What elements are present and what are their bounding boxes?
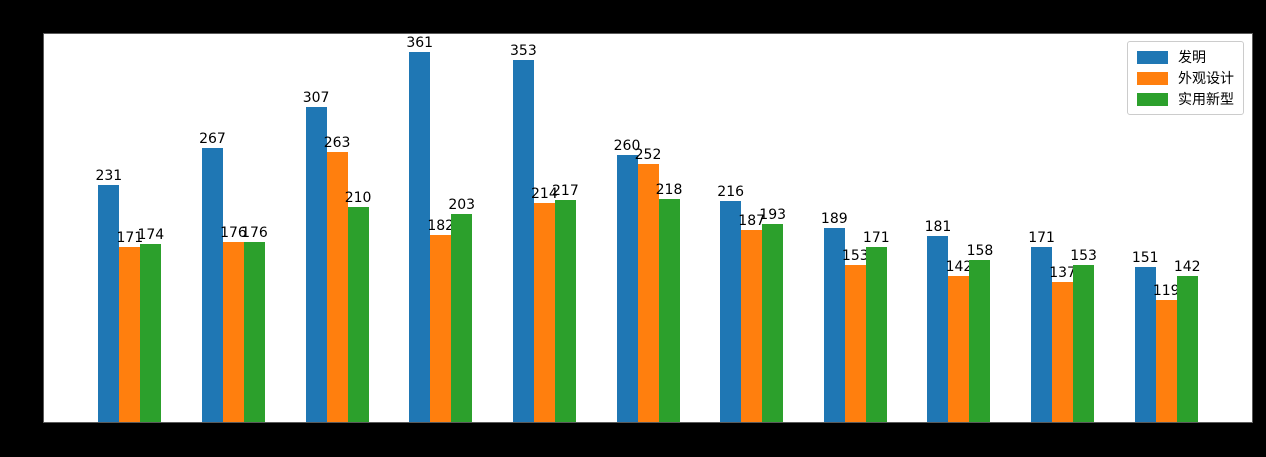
bar: 216 [717,184,744,422]
bar-value-label: 210 [344,189,372,206]
bar-value-label: 171 [1028,229,1055,246]
legend-label: 外观设计 [1178,71,1234,87]
bar: 182 [427,218,454,422]
bar-value-label: 137 [1049,264,1076,281]
legend-item: 外观设计 [1137,70,1234,87]
legend-label: 发明 [1178,50,1206,66]
bar: 142 [946,259,972,422]
bar-value-label: 193 [759,207,787,224]
bar-value-label: 189 [820,211,848,228]
bar: 267 [199,131,226,422]
bar-value-label: 176 [241,224,268,241]
bar-value-label: 353 [510,43,537,60]
bar-value-label: 176 [220,224,247,241]
bar: 171 [863,230,890,422]
bar: 231 [95,168,122,422]
legend: 发明 外观设计 实用新型 [1127,41,1244,115]
bar: 210 [345,190,371,422]
bar-value-label: 171 [862,229,890,246]
bar: 137 [1049,265,1076,422]
bar: 307 [303,90,329,422]
bar: 153 [842,248,869,422]
bar: 203 [448,197,475,422]
bar-value-label: 142 [945,259,973,276]
bar: 142 [1174,259,1201,422]
bar: 353 [510,43,537,422]
legend-swatch-green [1137,92,1168,106]
bar: 187 [738,213,765,422]
bar: 252 [635,147,661,422]
bar-value-label: 171 [116,229,144,246]
bar: 176 [241,225,268,422]
bar: 171 [116,230,143,422]
bar: 171 [1028,230,1055,422]
bar-group: 171 137 153 [1011,34,1115,422]
bar-group: 353 214 217 [493,34,597,422]
bar: 151 [1132,250,1159,422]
bar-value-label: 218 [655,181,683,198]
bar-group: 216 187 193 [700,34,804,422]
bar: 119 [1153,283,1180,422]
bar: 260 [614,138,640,422]
legend-swatch-orange [1137,71,1168,85]
bar: 263 [324,135,350,422]
legend-item: 发明 [1137,49,1234,66]
bar-value-label: 151 [1131,250,1159,267]
bar-group: 307 263 210 [285,34,389,422]
bar-value-label: 187 [738,213,766,230]
bar-group: 189 153 171 [803,34,907,422]
bar: 158 [967,243,993,422]
bar-value-label: 153 [841,248,869,265]
bar-group: 267 176 176 [182,34,286,422]
legend-label: 实用新型 [1178,92,1234,108]
bar: 189 [821,211,848,422]
bar-group: 181 142 158 [907,34,1011,422]
bar: 153 [1070,248,1097,422]
bar-value-label: 216 [717,183,745,200]
bar-group: 231 171 174 [78,34,182,422]
legend-swatch-blue [1137,50,1168,64]
bar-value-label: 263 [323,135,351,152]
bar: 193 [759,207,786,422]
bar-value-label: 182 [427,218,455,235]
bar-value-label: 158 [966,243,994,260]
bar: 176 [220,225,247,422]
bar: 218 [656,182,682,422]
bar: 181 [925,219,951,422]
bar-value-label: 217 [552,182,579,199]
bar: 174 [137,227,164,422]
bar-value-label: 119 [1152,283,1180,300]
bar-group: 361 182 203 [389,34,493,422]
bar-value-label: 174 [137,226,165,243]
bar-value-label: 231 [95,168,123,185]
plot-area: 231 171 174 267 176 176 307 263 210 361 182 203 353 2… [43,33,1253,423]
bar-group: 151 119 142 [1114,34,1218,422]
bar-value-label: 260 [613,138,641,155]
bar: 214 [531,186,558,422]
bar-value-label: 181 [924,219,952,236]
bar-value-label: 361 [406,34,434,51]
bar-group: 260 252 218 [596,34,700,422]
bar-value-label: 252 [634,146,662,163]
bar-value-label: 267 [199,131,226,148]
bars-row: 231 171 174 267 176 176 307 263 210 361 182 203 353 2… [44,34,1252,422]
bar: 217 [552,183,579,422]
bar-value-label: 214 [531,185,558,202]
bar-value-label: 153 [1070,248,1097,265]
bar: 361 [406,35,433,422]
bar-value-label: 142 [1173,259,1201,276]
bar-value-label: 203 [448,196,476,213]
legend-item: 实用新型 [1137,91,1234,108]
bar-value-label: 307 [302,90,330,107]
